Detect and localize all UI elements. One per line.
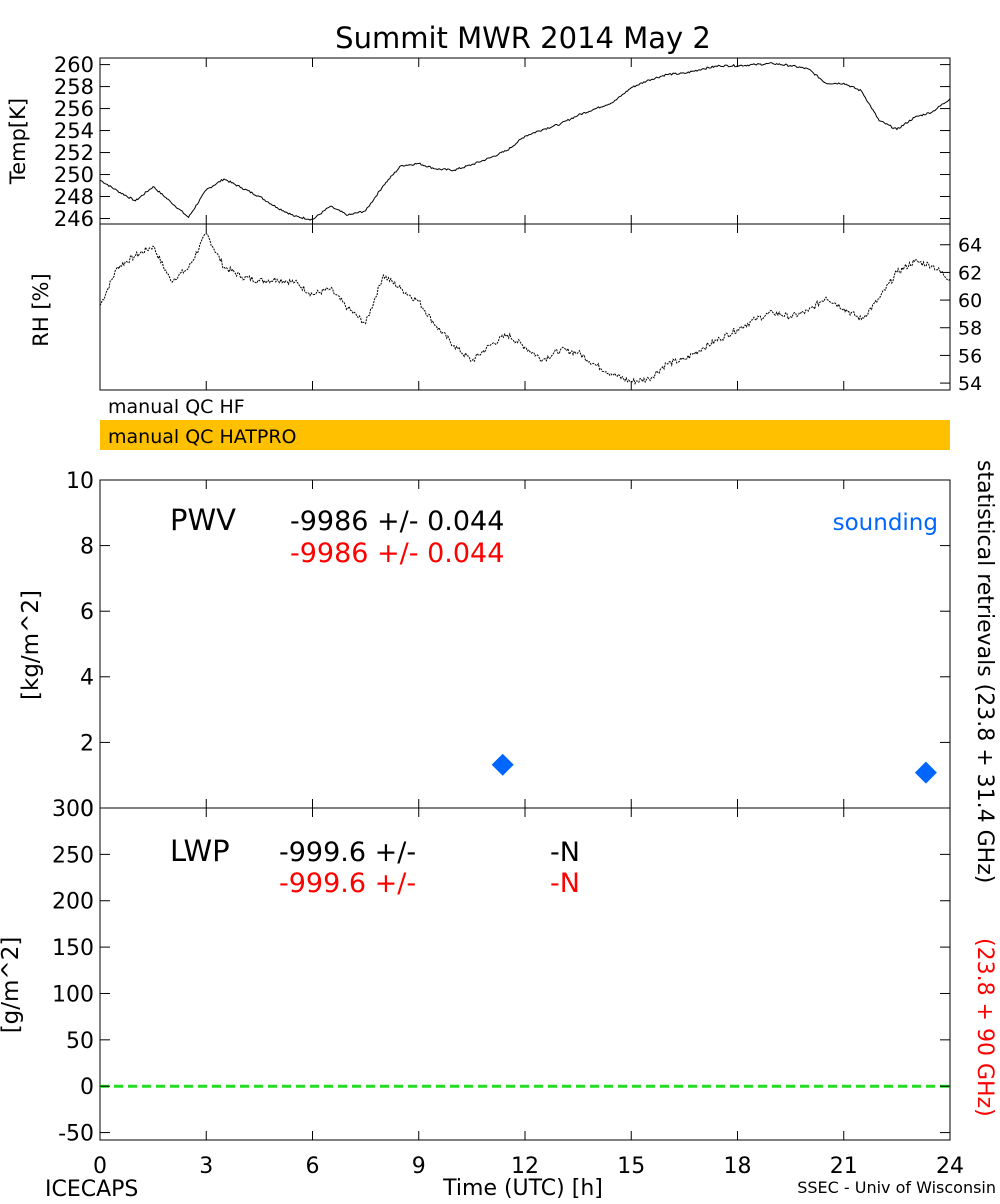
chart-title: Summit MWR 2014 May 2 [335,21,711,55]
pwv-label: PWV [170,503,236,537]
lwp-y-tick-label: 250 [52,843,94,868]
qc-hatpro-bar [100,420,950,450]
pwv-y-tick-label: 2 [80,731,94,756]
lwp-y-tick-label: 100 [52,982,94,1007]
lwp-value-red: -999.6 +/- [279,868,416,899]
qc-hf-label: manual QC HF [108,396,245,418]
lwp-error-black: -N [550,837,580,868]
rh-y-tick-label: 64 [958,235,982,257]
lwp-y-ticks: -50 0 50 100 150 200 250 300 [52,797,950,1147]
temp-y-tick-label: 248 [54,185,94,209]
rh-y-tick-label: 60 [958,290,982,312]
x-tick-label: 18 [724,1154,752,1179]
lwp-y-tick-label: 150 [52,936,94,961]
lwp-value-black: -999.6 +/- [279,837,416,868]
pwv-y-tick-label: 4 [80,666,94,691]
pwv-y-tick-label: 8 [80,535,94,560]
sounding-point [914,761,937,784]
pwv-y-tick-label: 6 [80,600,94,625]
qc-hatpro-label: manual QC HATPRO [108,426,297,448]
lwp-label: LWP [170,834,230,868]
rh-y-label: RH [%] [29,273,53,346]
x-axis-label: Time (UTC) [h] [442,1176,603,1200]
lwp-y-tick-label: -50 [58,1122,94,1147]
x-tick-label: 6 [306,1154,320,1179]
pwv-panel: 0 2 4 6 8 10 [kg/m^2] PWV -9986 +/- 0.044 -99… [18,469,951,822]
pwv-value-red: -9986 +/- 0.044 [290,538,504,569]
pwv-y-tick-label: 0 [80,797,94,822]
x-tick-label: 9 [412,1154,426,1179]
temp-y-tick-label: 250 [54,163,94,187]
temp-y-tick-label: 246 [54,207,94,231]
pwv-y-label: [kg/m^2] [18,590,44,700]
right-label-black: statistical retrievals (23.8 + 31.4 GHz) [972,460,997,883]
x-tick-label: 15 [617,1154,645,1179]
temp-panel-frame [99,57,951,225]
temp-y-tick-label: 260 [54,53,94,77]
lwp-y-tick-label: 0 [80,1075,94,1100]
rh-y-tick-label: 62 [958,262,982,284]
lwp-y-label: [g/m^2] [0,937,24,1034]
pwv-y-tick-label: 10 [66,469,94,494]
sounding-points [491,753,937,784]
temp-y-label: Temp[K] [6,98,30,185]
rh-line [99,233,951,386]
right-side-labels: statistical retrievals (23.8 + 31.4 GHz)… [972,460,997,1117]
qc-flags: manual QC HF manual QC HATPRO [100,396,950,450]
rh-panel: 54 56 58 60 62 64 RH [%] [29,223,982,395]
temp-y-tick-label: 254 [54,119,94,143]
right-label-red: (23.8 + 90 GHz) [972,938,997,1117]
rh-y-ticks: 54 56 58 60 62 64 [940,235,982,395]
rh-panel-frame [99,223,951,391]
temp-line [99,62,951,221]
pwv-y-ticks: 0 2 4 6 8 10 [66,469,950,822]
temp-y-tick-label: 252 [54,141,94,165]
x-tick-label: 12 [511,1154,539,1179]
temp-y-tick-label: 256 [54,97,94,121]
lwp-y-tick-label: 200 [52,890,94,915]
x-tick-label: 21 [830,1154,858,1179]
lwp-error-red: -N [550,868,580,899]
sounding-point [491,753,514,776]
footer-right: SSEC - Univ of Wisconsin [797,1178,996,1197]
rh-y-tick-label: 54 [958,373,982,395]
pwv-value-black: -9986 +/- 0.044 [290,506,504,537]
lwp-y-tick-label: 300 [52,797,94,822]
x-axis-ticks: 0 3 6 9 12 15 18 21 24 [93,58,964,1179]
footer-left: ICECAPS [45,1177,138,1200]
x-tick-label: 0 [93,1154,107,1179]
temp-y-tick-label: 258 [54,75,94,99]
lwp-panel: -50 0 50 100 150 200 250 300 [g/m^2] LWP -999.6… [0,797,951,1147]
rh-y-tick-label: 58 [958,318,982,340]
x-tick-label: 3 [199,1154,213,1179]
sounding-legend: sounding [833,510,938,536]
x-tick-label: 24 [936,1154,964,1179]
lwp-y-tick-label: 50 [66,1029,94,1054]
rh-y-tick-label: 56 [958,345,982,367]
